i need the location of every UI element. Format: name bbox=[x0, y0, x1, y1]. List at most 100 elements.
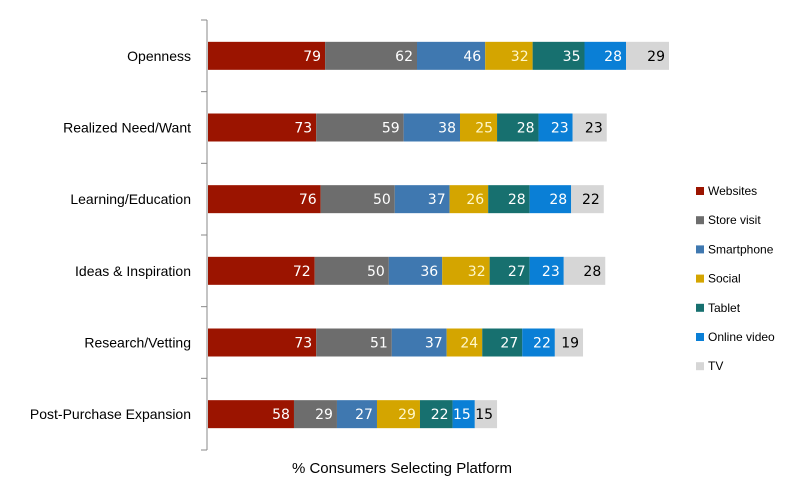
category-label: Learning/Education bbox=[70, 191, 191, 207]
bars: 79 62 46 32 35 28 29 73 59 38 25 28 23 23 76 50 37 26 28 28… bbox=[208, 41, 669, 429]
data-label: 38 bbox=[438, 121, 456, 137]
legend-label: Social bbox=[708, 272, 741, 286]
bar-segment-tv bbox=[554, 328, 584, 357]
bar-segment-store-visit bbox=[314, 256, 389, 285]
data-label: 22 bbox=[431, 407, 449, 423]
data-label: 32 bbox=[511, 49, 529, 65]
bar-segment-social bbox=[459, 113, 498, 142]
data-label: 27 bbox=[508, 264, 526, 280]
data-label: 73 bbox=[294, 336, 312, 352]
bar-segment-websites bbox=[208, 185, 321, 214]
bar-segment-store-visit bbox=[293, 400, 337, 429]
category-axis bbox=[201, 19, 208, 451]
legend-label: Smartphone bbox=[708, 242, 774, 256]
bar-segment-online-video bbox=[452, 400, 475, 429]
data-label: 26 bbox=[466, 192, 484, 208]
category-label: Realized Need/Want bbox=[63, 120, 191, 136]
category-label: Post-Purchase Expansion bbox=[30, 406, 191, 422]
data-label: 35 bbox=[563, 49, 581, 65]
data-label: 27 bbox=[500, 336, 518, 352]
bar-segment-smartphone bbox=[417, 41, 486, 70]
bar-segment-tablet bbox=[489, 256, 530, 285]
bar-segment-tablet bbox=[419, 400, 453, 429]
category-label: Research/Vetting bbox=[84, 335, 191, 351]
data-label: 27 bbox=[355, 407, 373, 423]
x-axis-title: % Consumers Selecting Platform bbox=[292, 460, 512, 477]
bar-segment-tv bbox=[571, 185, 604, 214]
bar-segment-tv bbox=[474, 400, 498, 429]
legend: Websites Store visit Smartphone Social Table… bbox=[696, 184, 775, 373]
bar-segment-online-video bbox=[584, 41, 627, 70]
bar-segment-social bbox=[442, 256, 490, 285]
bar-segment-smartphone bbox=[391, 328, 447, 357]
legend-label: TV bbox=[708, 359, 723, 373]
legend-swatch bbox=[696, 187, 704, 195]
data-label: 15 bbox=[453, 407, 471, 423]
bar-segment-tablet bbox=[497, 113, 539, 142]
data-label: 72 bbox=[293, 264, 311, 280]
bar-segment-tablet bbox=[532, 41, 585, 70]
bar-segment-social bbox=[376, 400, 420, 429]
data-label: 23 bbox=[542, 264, 560, 280]
bar-segment-websites bbox=[208, 113, 317, 142]
legend-swatch bbox=[696, 216, 704, 225]
data-label: 37 bbox=[428, 192, 446, 208]
data-label: 79 bbox=[303, 49, 321, 65]
data-label: 15 bbox=[475, 407, 493, 423]
bar-segment-smartphone bbox=[388, 256, 443, 285]
bar-segment-smartphone bbox=[403, 113, 460, 142]
legend-swatch bbox=[696, 303, 704, 312]
bar-segment-store-visit bbox=[316, 328, 392, 357]
bar-segment-websites bbox=[208, 256, 315, 285]
data-label: 29 bbox=[398, 407, 416, 423]
legend-swatch bbox=[696, 362, 704, 371]
bar-segment-social bbox=[485, 41, 533, 70]
bar-segment-websites bbox=[208, 328, 317, 357]
data-label: 28 bbox=[549, 192, 567, 208]
data-label: 19 bbox=[561, 336, 579, 352]
data-label: 29 bbox=[647, 49, 665, 65]
data-label: 36 bbox=[420, 264, 438, 280]
data-label: 32 bbox=[468, 264, 486, 280]
category-label: Ideas & Inspiration bbox=[75, 263, 191, 279]
data-label: 28 bbox=[604, 49, 622, 65]
data-label: 50 bbox=[367, 264, 385, 280]
data-label: 23 bbox=[551, 121, 569, 137]
data-label: 37 bbox=[425, 336, 443, 352]
data-label: 25 bbox=[475, 121, 493, 137]
legend-label: Websites bbox=[708, 184, 757, 198]
data-label: 73 bbox=[294, 121, 312, 137]
data-label: 46 bbox=[463, 49, 481, 65]
bar-segment-tablet bbox=[488, 185, 530, 214]
legend-label: Store visit bbox=[708, 213, 761, 227]
bar-segment-tv bbox=[563, 256, 606, 285]
bar-segment-websites bbox=[208, 41, 326, 70]
data-label: 29 bbox=[315, 407, 333, 423]
bar-segment-smartphone bbox=[394, 185, 450, 214]
data-label: 22 bbox=[533, 336, 551, 352]
data-label: 58 bbox=[272, 407, 290, 423]
bar-segment-online-video bbox=[538, 113, 573, 142]
bar-segment-store-visit bbox=[316, 113, 404, 142]
bar-segment-online-video bbox=[529, 256, 564, 285]
category-label: Openness bbox=[127, 48, 191, 64]
bar-segment-store-visit bbox=[320, 185, 395, 214]
legend-swatch bbox=[696, 333, 704, 341]
legend-label: Tablet bbox=[708, 301, 741, 315]
data-label: 76 bbox=[299, 192, 317, 208]
data-label: 22 bbox=[582, 192, 600, 208]
data-label: 59 bbox=[382, 121, 400, 137]
category-labels: Openness Realized Need/Want Learning/Educa… bbox=[30, 48, 191, 422]
bar-segment-smartphone bbox=[336, 400, 377, 429]
data-label: 24 bbox=[460, 336, 478, 352]
data-label: 51 bbox=[370, 336, 388, 352]
legend-swatch bbox=[696, 274, 704, 283]
bar-segment-tablet bbox=[482, 328, 523, 357]
bar-segment-social bbox=[446, 328, 483, 357]
legend-label: Online video bbox=[708, 330, 775, 344]
bar-segment-tv bbox=[572, 113, 607, 142]
data-label: 50 bbox=[373, 192, 391, 208]
bar-segment-online-video bbox=[522, 328, 555, 357]
data-label: 28 bbox=[517, 121, 535, 137]
data-label: 23 bbox=[585, 121, 603, 137]
